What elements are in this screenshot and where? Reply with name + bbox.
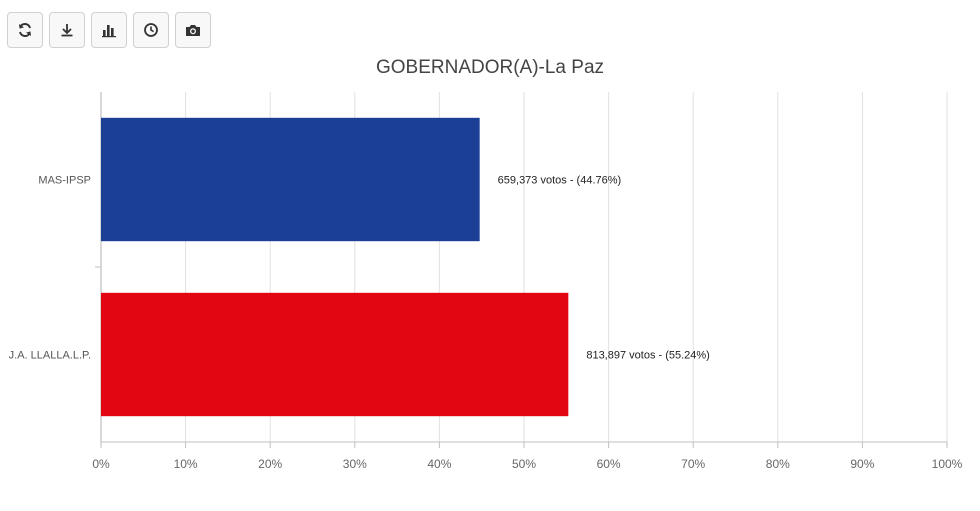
clock-icon (144, 23, 158, 37)
refresh-icon (19, 22, 31, 38)
history-button[interactable] (133, 12, 169, 48)
category-label: MAS-IPSP (38, 175, 91, 187)
x-tick-label: 70% (681, 457, 705, 471)
data-label: 813,897 votos - (55.24%) (586, 350, 710, 362)
data-label: 659,373 votos - (44.76%) (498, 175, 622, 187)
refresh-button[interactable] (7, 12, 43, 48)
x-tick-label: 100% (932, 457, 963, 471)
chart-title: GOBERNADOR(A)-La Paz (375, 57, 605, 78)
x-tick-label: 30% (343, 457, 367, 471)
x-tick-label: 50% (512, 457, 536, 471)
category-label: J.A. LLALLA.L.P. (9, 350, 91, 362)
download-icon (61, 24, 73, 37)
download-button[interactable] (49, 12, 85, 48)
x-tick-label: 80% (766, 457, 790, 471)
x-tick-label: 0% (92, 457, 110, 471)
bar-1 (101, 117, 480, 242)
bar-2 (101, 292, 569, 417)
screenshot-button[interactable] (175, 12, 211, 48)
x-tick-label: 10% (174, 457, 198, 471)
bar-chart-button[interactable] (91, 12, 127, 48)
bar-chart-icon (102, 25, 116, 38)
x-tick-label: 40% (427, 457, 451, 471)
chart-toolbar (7, 12, 211, 48)
x-tick-label: 60% (597, 457, 621, 471)
camera-icon (186, 25, 200, 36)
x-tick-label: 90% (850, 457, 874, 471)
x-tick-label: 20% (258, 457, 282, 471)
